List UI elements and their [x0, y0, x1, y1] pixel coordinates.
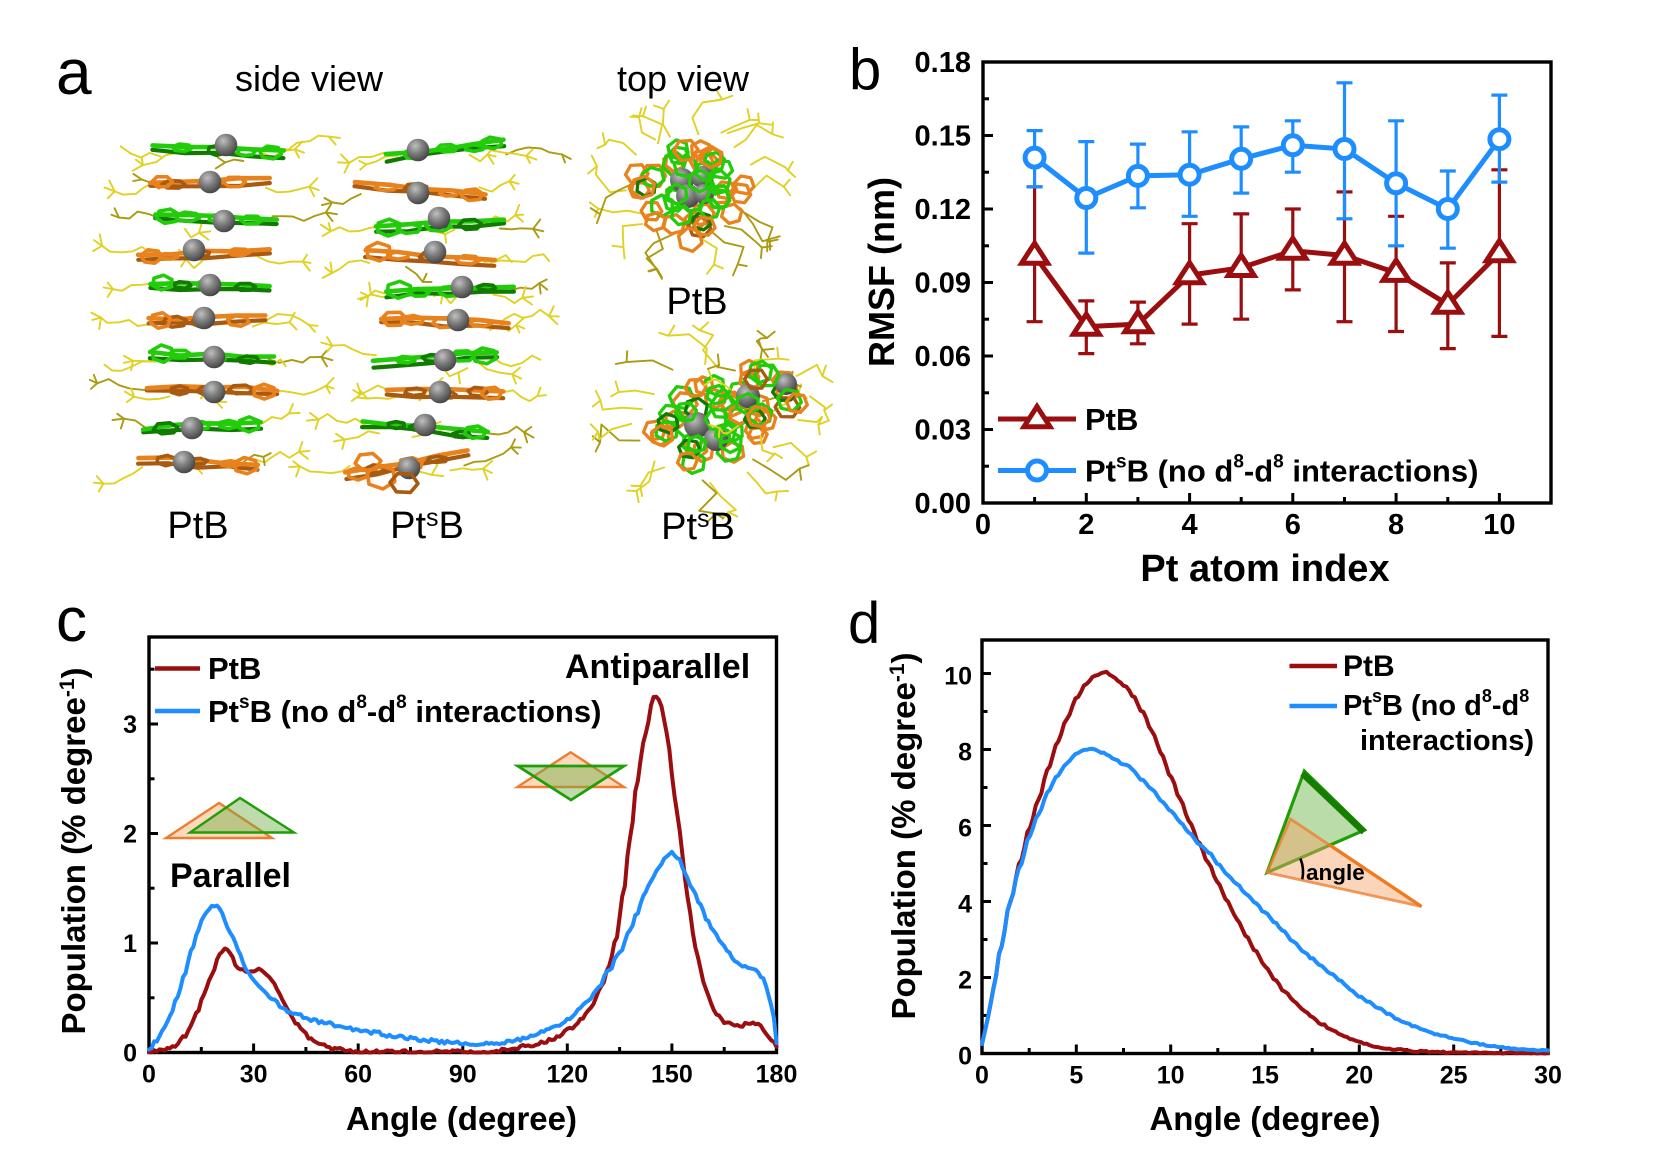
- svg-text:angle: angle: [1306, 860, 1365, 885]
- svg-text:side view: side view: [235, 58, 384, 99]
- svg-text:0: 0: [975, 1062, 989, 1090]
- svg-text:PtsB (no d8-d8 interactions): PtsB (no d8-d8 interactions): [1085, 452, 1478, 489]
- svg-text:4: 4: [958, 891, 972, 919]
- svg-text:a: a: [56, 36, 92, 108]
- svg-text:c: c: [56, 586, 87, 655]
- svg-text:30: 30: [1534, 1062, 1562, 1090]
- svg-text:15: 15: [1251, 1062, 1279, 1090]
- svg-text:25: 25: [1440, 1062, 1468, 1090]
- svg-text:6: 6: [958, 815, 972, 843]
- svg-text:0.09: 0.09: [915, 268, 971, 300]
- svg-text:PtB: PtB: [167, 505, 228, 547]
- svg-text:0.03: 0.03: [915, 415, 971, 447]
- svg-text:d: d: [848, 591, 880, 656]
- svg-text:top view: top view: [617, 58, 750, 99]
- svg-text:Antiparallel: Antiparallel: [565, 648, 750, 686]
- svg-text:30: 30: [240, 1061, 268, 1089]
- svg-text:6: 6: [1285, 509, 1301, 541]
- svg-text:2: 2: [123, 821, 137, 849]
- svg-text:10: 10: [1157, 1062, 1185, 1090]
- svg-text:0: 0: [958, 1043, 972, 1071]
- svg-text:PtsB: PtsB: [390, 504, 464, 547]
- svg-text:90: 90: [449, 1061, 477, 1089]
- svg-text:150: 150: [651, 1061, 693, 1089]
- svg-text:Pt atom index: Pt atom index: [1140, 548, 1389, 590]
- svg-text:PtB: PtB: [208, 651, 261, 686]
- svg-text:0.06: 0.06: [915, 341, 971, 373]
- svg-text:RMSF (nm): RMSF (nm): [861, 177, 902, 367]
- svg-text:PtB: PtB: [1343, 650, 1395, 683]
- svg-text:60: 60: [344, 1061, 372, 1089]
- svg-text:Angle (degree): Angle (degree): [1149, 1100, 1380, 1137]
- svg-text:3: 3: [123, 711, 137, 739]
- svg-text:PtsB (no d8-d8 interactions): PtsB (no d8-d8 interactions): [208, 692, 601, 729]
- svg-text:PtB: PtB: [1085, 402, 1138, 437]
- svg-text:2: 2: [1078, 509, 1094, 541]
- svg-text:180: 180: [756, 1061, 798, 1089]
- svg-text:4: 4: [1182, 509, 1198, 541]
- svg-text:2: 2: [958, 967, 972, 995]
- svg-text:0: 0: [142, 1061, 156, 1089]
- svg-text:Population (% degree-1): Population (% degree-1): [885, 652, 922, 1019]
- svg-text:10: 10: [1483, 509, 1515, 541]
- svg-text:0.00: 0.00: [915, 488, 971, 520]
- svg-text:Angle (degree): Angle (degree): [346, 1100, 577, 1137]
- svg-text:20: 20: [1345, 1062, 1373, 1090]
- svg-text:120: 120: [546, 1061, 588, 1089]
- svg-text:0: 0: [975, 509, 991, 541]
- svg-text:0.15: 0.15: [915, 121, 971, 153]
- svg-text:8: 8: [1388, 509, 1404, 541]
- svg-text:8: 8: [958, 739, 972, 767]
- svg-text:0.12: 0.12: [915, 194, 971, 226]
- svg-text:10: 10: [944, 663, 972, 691]
- svg-text:b: b: [849, 38, 881, 103]
- svg-text:PtsB: PtsB: [661, 505, 735, 548]
- svg-text:0: 0: [123, 1040, 137, 1068]
- svg-text:0.18: 0.18: [915, 47, 971, 79]
- svg-text:Parallel: Parallel: [170, 857, 291, 895]
- svg-text:5: 5: [1069, 1062, 1083, 1090]
- svg-text:interactions): interactions): [1360, 725, 1534, 757]
- svg-text:PtB: PtB: [666, 281, 727, 323]
- svg-text:Population (% degree-1): Population (% degree-1): [55, 667, 92, 1034]
- svg-text:PtsB (no d8-d8: PtsB (no d8-d8: [1343, 686, 1529, 722]
- svg-text:1: 1: [123, 930, 137, 958]
